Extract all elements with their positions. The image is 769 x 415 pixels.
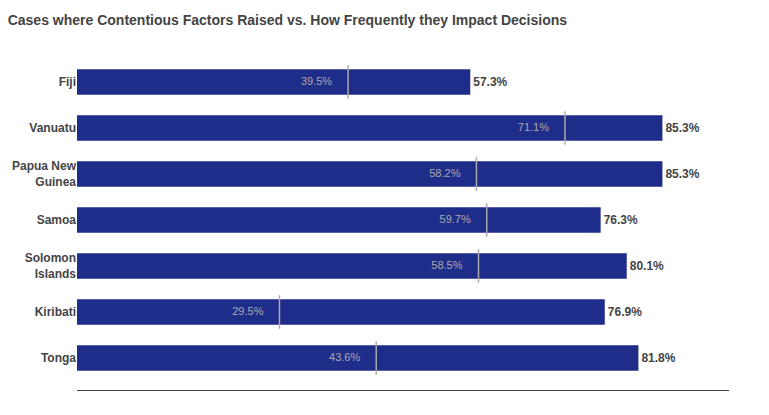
svg-text:76.3%: 76.3% [604, 213, 638, 227]
svg-text:39.5%: 39.5% [301, 75, 332, 87]
svg-text:81.8%: 81.8% [641, 351, 675, 365]
svg-text:57.3%: 57.3% [473, 75, 507, 89]
svg-text:Tonga: Tonga [41, 351, 76, 365]
svg-text:Vanuatu: Vanuatu [29, 121, 76, 135]
svg-text:76.9%: 76.9% [608, 305, 642, 319]
svg-text:Fiji: Fiji [59, 75, 76, 89]
svg-text:43.6%: 43.6% [329, 351, 360, 363]
svg-text:59.7%: 59.7% [440, 213, 471, 225]
svg-text:Papua NewGuinea: Papua NewGuinea [12, 159, 77, 189]
svg-text:SolomonIslands: SolomonIslands [25, 251, 77, 281]
svg-text:29.5%: 29.5% [232, 305, 263, 317]
svg-text:Cases where Contentious Factor: Cases where Contentious Factors Raised v… [8, 12, 568, 28]
svg-text:58.5%: 58.5% [431, 259, 462, 271]
svg-text:85.3%: 85.3% [665, 121, 699, 135]
svg-text:80.1%: 80.1% [630, 259, 664, 273]
svg-text:71.1%: 71.1% [518, 121, 549, 133]
svg-text:Samoa: Samoa [37, 213, 77, 227]
svg-text:Kiribati: Kiribati [35, 305, 76, 319]
svg-text:58.2%: 58.2% [429, 167, 460, 179]
svg-text:85.3%: 85.3% [665, 167, 699, 181]
